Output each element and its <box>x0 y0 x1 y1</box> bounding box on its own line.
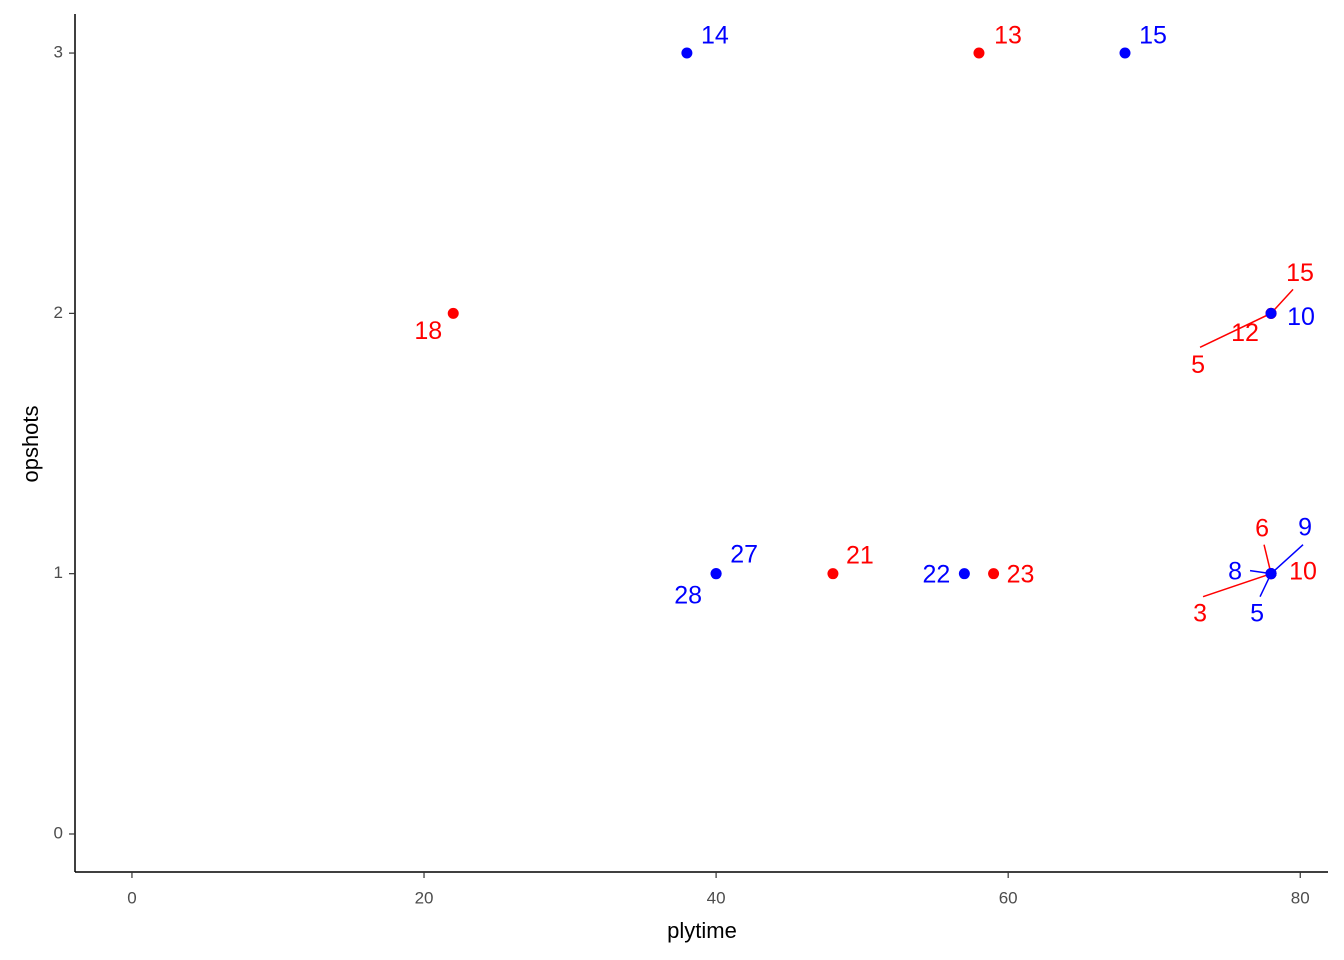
point-label: 5 <box>1250 599 1264 627</box>
point <box>447 307 459 319</box>
point-label: 22 <box>922 560 950 588</box>
point <box>1119 47 1131 59</box>
point <box>827 568 839 580</box>
point-label: 3 <box>1193 599 1207 627</box>
point-label: 28 <box>674 581 702 609</box>
point <box>988 568 1000 580</box>
x-tick-label: 40 <box>707 888 726 907</box>
point-label: 10 <box>1287 303 1315 331</box>
point-label: 12 <box>1231 319 1259 347</box>
leader-line <box>1270 544 1304 575</box>
y-tick-label: 2 <box>54 303 63 322</box>
point-label: 10 <box>1289 557 1317 585</box>
point <box>1265 568 1277 580</box>
point <box>681 47 693 59</box>
y-tick-label: 3 <box>54 43 63 62</box>
leader-line <box>1202 572 1272 598</box>
point <box>1265 307 1277 319</box>
point <box>973 47 985 59</box>
point-label: 14 <box>701 22 729 50</box>
x-tick-label: 80 <box>1291 888 1310 907</box>
point <box>710 568 722 580</box>
leader-line <box>1199 312 1272 349</box>
point-label: 5 <box>1191 351 1205 379</box>
y-axis-title: opshots <box>18 405 43 482</box>
x-tick-label: 60 <box>999 888 1018 907</box>
point-label: 15 <box>1286 259 1314 287</box>
x-tick-label: 20 <box>415 888 434 907</box>
point-label: 23 <box>1007 560 1035 588</box>
y-tick-label: 0 <box>54 823 63 842</box>
point <box>958 568 970 580</box>
point-label: 8 <box>1228 557 1242 585</box>
point-label: 21 <box>846 541 874 569</box>
y-tick-label: 1 <box>54 563 63 582</box>
point-label: 6 <box>1255 514 1269 542</box>
point-label: 18 <box>414 317 442 345</box>
point-label: 15 <box>1139 22 1167 50</box>
x-tick-label: 0 <box>127 888 136 907</box>
point-label: 13 <box>994 22 1022 50</box>
point-label: 9 <box>1298 513 1312 541</box>
x-axis-title: plytime <box>667 918 737 943</box>
point-label: 27 <box>730 540 758 568</box>
